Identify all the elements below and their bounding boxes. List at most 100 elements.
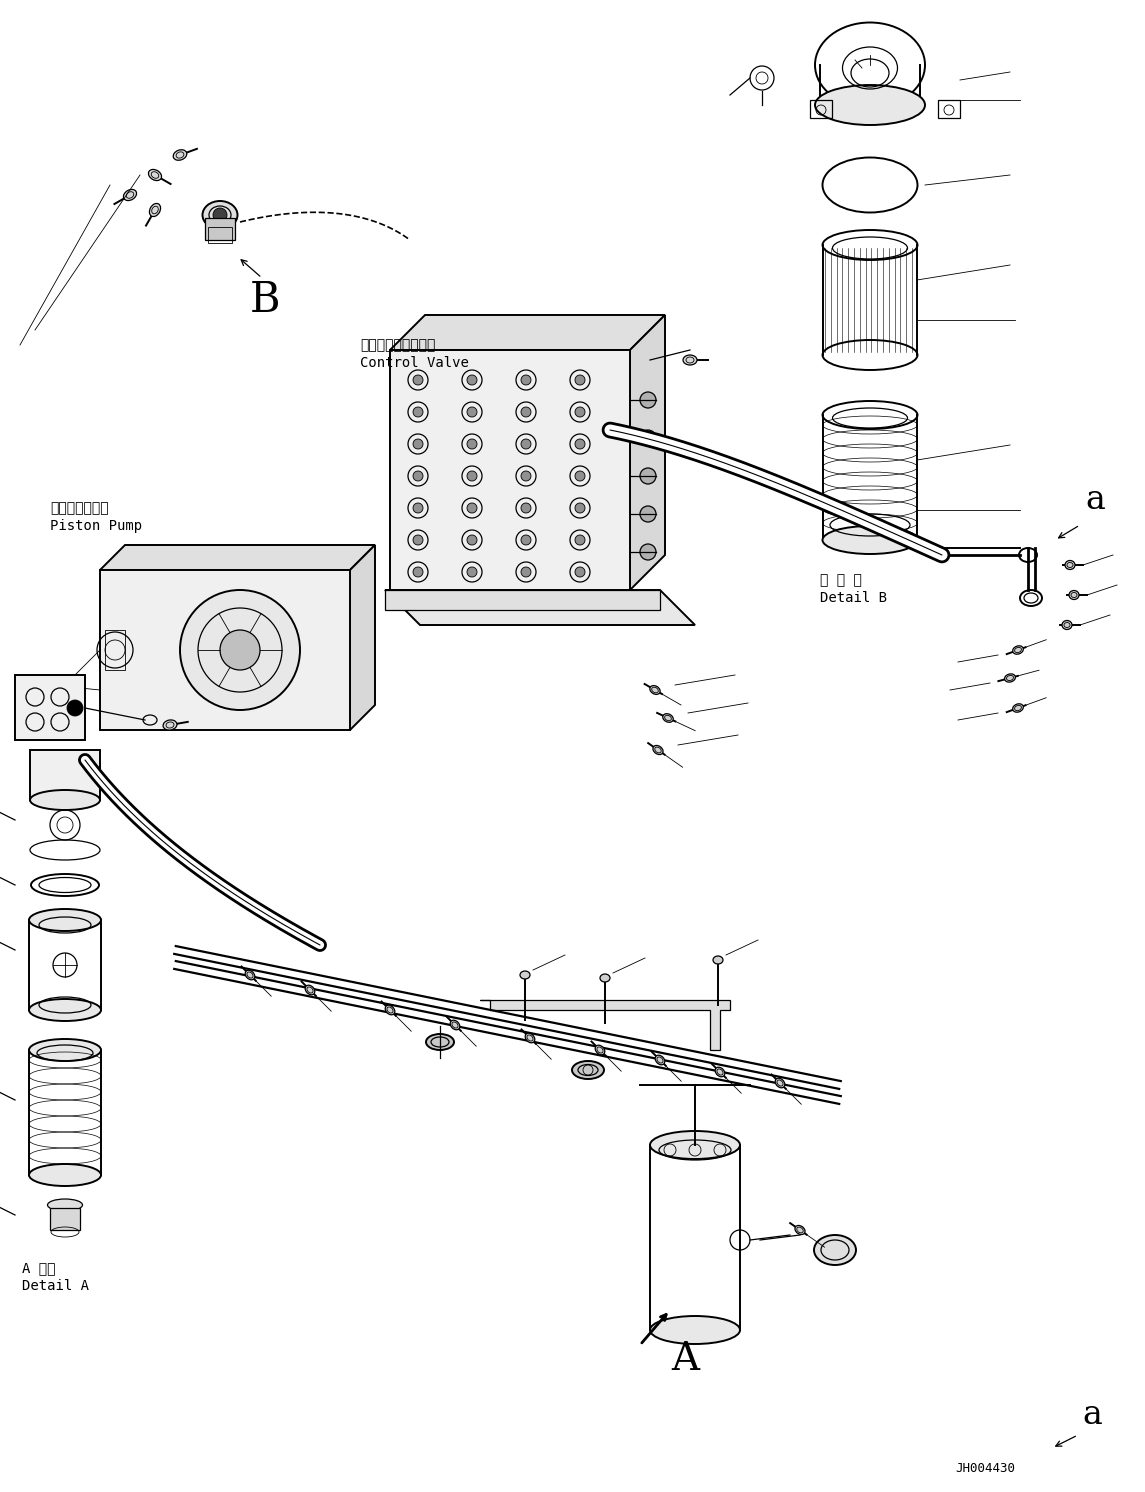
Polygon shape: [385, 589, 695, 625]
Circle shape: [467, 536, 477, 545]
Ellipse shape: [653, 746, 663, 755]
Ellipse shape: [600, 974, 610, 982]
Polygon shape: [480, 1000, 731, 1050]
Circle shape: [413, 407, 423, 416]
Circle shape: [575, 567, 585, 577]
Bar: [15, 674, 85, 740]
Circle shape: [521, 503, 531, 513]
Polygon shape: [390, 315, 665, 351]
Circle shape: [640, 506, 656, 522]
Circle shape: [467, 439, 477, 449]
Text: A: A: [671, 1341, 698, 1379]
Bar: [385, 589, 660, 610]
Text: a: a: [1082, 1399, 1101, 1431]
Circle shape: [521, 536, 531, 545]
Ellipse shape: [1063, 621, 1072, 630]
Bar: [50, 1209, 80, 1229]
Ellipse shape: [163, 721, 177, 730]
Ellipse shape: [29, 1000, 101, 1021]
Ellipse shape: [149, 170, 161, 181]
Circle shape: [413, 567, 423, 577]
Circle shape: [413, 503, 423, 513]
Text: JH004430: JH004430: [955, 1462, 1014, 1474]
Ellipse shape: [572, 1061, 605, 1079]
Ellipse shape: [47, 1200, 82, 1212]
Circle shape: [467, 407, 477, 416]
Ellipse shape: [713, 956, 722, 964]
Ellipse shape: [1004, 674, 1016, 682]
Ellipse shape: [650, 1316, 740, 1344]
Ellipse shape: [450, 1021, 460, 1029]
Ellipse shape: [775, 1079, 784, 1088]
Ellipse shape: [655, 1055, 665, 1065]
Ellipse shape: [526, 1032, 535, 1043]
Bar: [810, 100, 832, 118]
Circle shape: [640, 430, 656, 446]
Circle shape: [575, 407, 585, 416]
Circle shape: [575, 503, 585, 513]
Circle shape: [640, 392, 656, 407]
Circle shape: [521, 374, 531, 385]
Ellipse shape: [663, 713, 673, 722]
Circle shape: [575, 471, 585, 480]
Text: A 詳細: A 詳細: [22, 1261, 55, 1276]
Circle shape: [220, 630, 260, 670]
Bar: [105, 630, 125, 670]
Ellipse shape: [203, 201, 237, 228]
Circle shape: [640, 468, 656, 483]
Ellipse shape: [1012, 646, 1024, 653]
Circle shape: [521, 471, 531, 480]
Circle shape: [640, 545, 656, 560]
Ellipse shape: [1069, 591, 1079, 600]
Text: ピストンポンプ: ピストンポンプ: [50, 501, 109, 515]
Ellipse shape: [795, 1225, 805, 1234]
Circle shape: [68, 700, 82, 716]
Circle shape: [413, 439, 423, 449]
Bar: [938, 100, 960, 118]
Text: Piston Pump: Piston Pump: [50, 519, 142, 533]
Ellipse shape: [173, 149, 187, 160]
Circle shape: [180, 589, 300, 710]
Circle shape: [467, 503, 477, 513]
Ellipse shape: [684, 355, 697, 366]
Circle shape: [575, 439, 585, 449]
Ellipse shape: [650, 1131, 740, 1159]
Ellipse shape: [306, 985, 315, 995]
Ellipse shape: [716, 1067, 725, 1077]
Circle shape: [521, 439, 531, 449]
Circle shape: [413, 536, 423, 545]
Ellipse shape: [150, 203, 160, 216]
Text: Detail B: Detail B: [820, 591, 887, 604]
Text: コントロールバルブ: コントロールバルブ: [360, 339, 435, 352]
Ellipse shape: [29, 1164, 101, 1186]
Ellipse shape: [385, 1006, 395, 1015]
Ellipse shape: [29, 909, 101, 931]
Ellipse shape: [1065, 561, 1075, 570]
Bar: [390, 351, 630, 589]
Circle shape: [575, 536, 585, 545]
Bar: [205, 218, 235, 240]
Bar: [30, 750, 100, 800]
Ellipse shape: [426, 1034, 455, 1050]
Text: Detail A: Detail A: [22, 1279, 89, 1294]
Circle shape: [213, 207, 227, 222]
Polygon shape: [630, 315, 665, 589]
Ellipse shape: [1012, 704, 1024, 712]
Polygon shape: [100, 545, 376, 570]
Ellipse shape: [124, 189, 136, 200]
Text: B: B: [250, 279, 281, 321]
Text: a: a: [1085, 483, 1105, 516]
Text: 日 詳 細: 日 詳 細: [820, 573, 862, 586]
Circle shape: [521, 567, 531, 577]
Ellipse shape: [520, 971, 530, 979]
Ellipse shape: [815, 85, 925, 125]
Circle shape: [467, 374, 477, 385]
Ellipse shape: [30, 789, 100, 810]
Ellipse shape: [595, 1046, 605, 1055]
Polygon shape: [350, 545, 376, 730]
Text: Control Valve: Control Valve: [360, 357, 468, 370]
Ellipse shape: [822, 527, 917, 554]
Circle shape: [467, 567, 477, 577]
Ellipse shape: [650, 686, 661, 694]
Bar: [208, 227, 232, 243]
